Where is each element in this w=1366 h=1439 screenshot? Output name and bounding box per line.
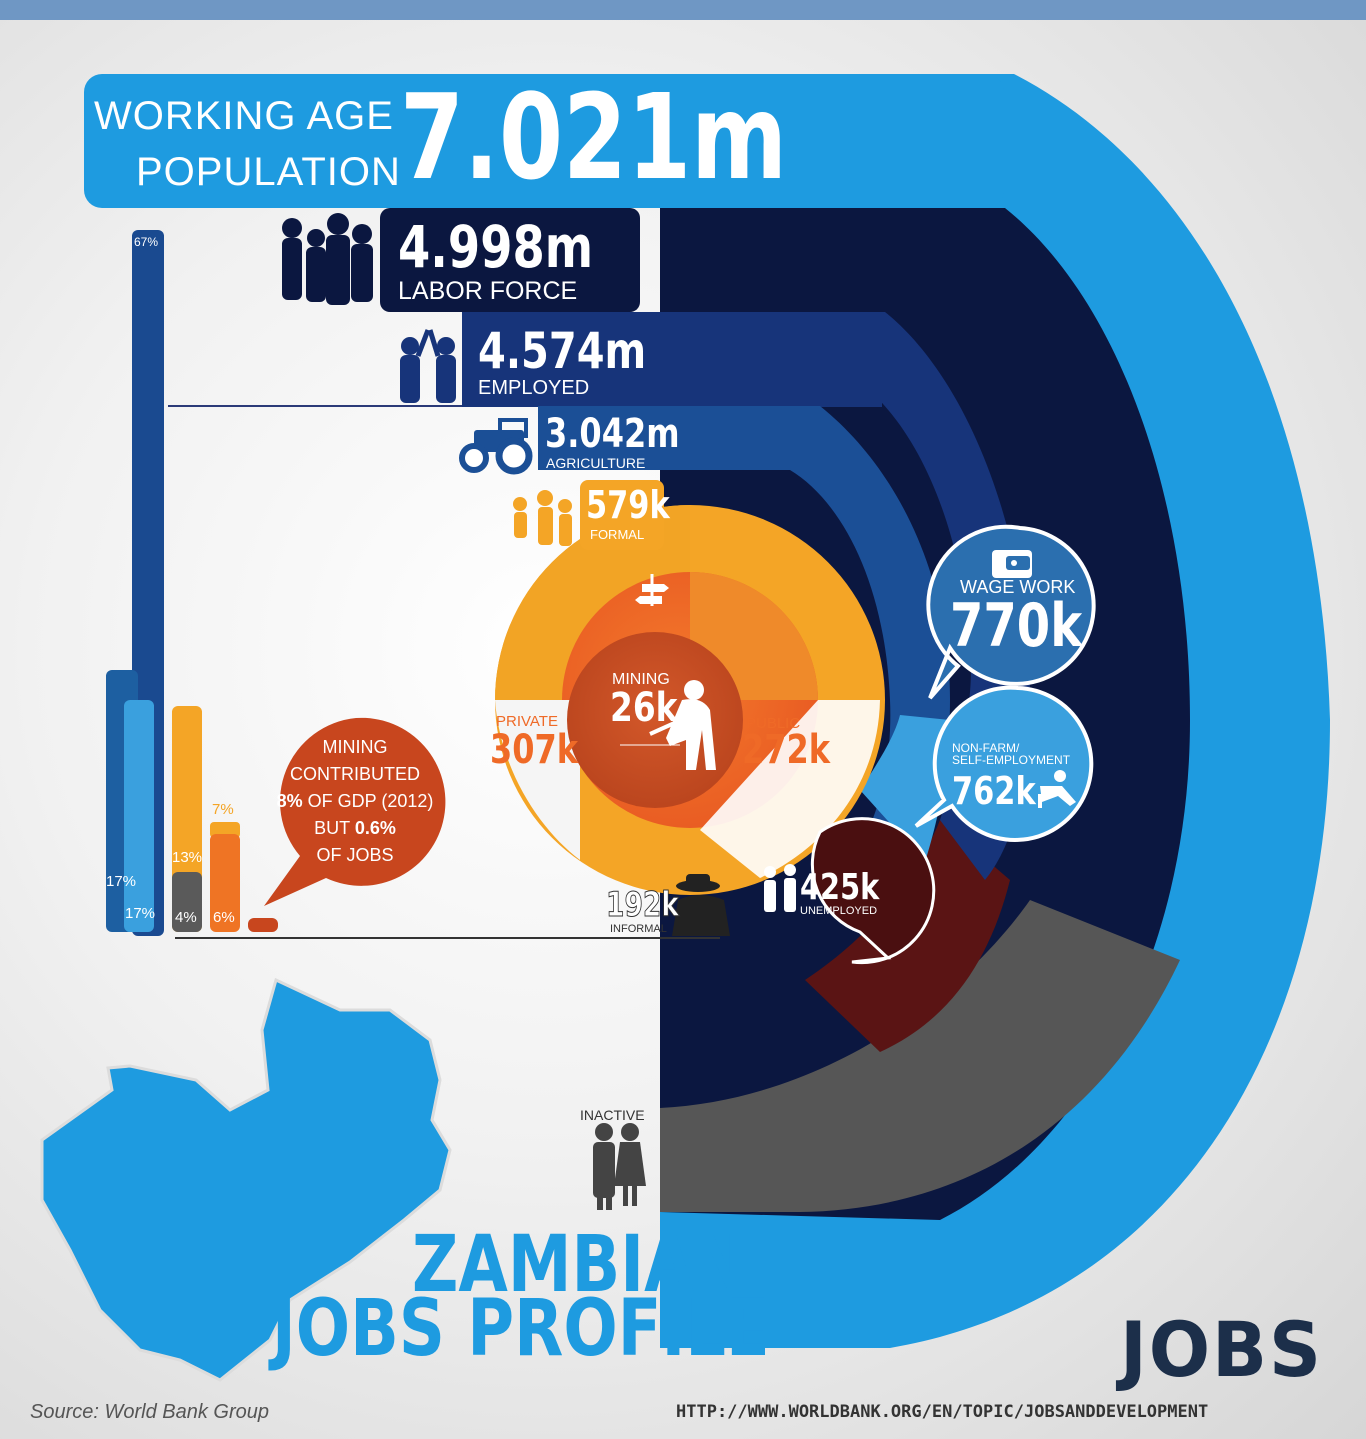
page-title-line-2: JOBS PROFILE xyxy=(272,1284,770,1374)
private-label: PRIVATE xyxy=(496,713,558,730)
employed-label: EMPLOYED xyxy=(478,377,590,399)
wallet-icon xyxy=(992,550,1032,578)
labor-force-box xyxy=(380,208,640,312)
inactive-ring xyxy=(660,900,1180,1212)
zambia-map-icon xyxy=(40,977,452,1382)
spy-icon xyxy=(672,874,730,936)
page-title-line-1: ZAMBIAN xyxy=(412,1220,748,1310)
informal-label: INFORMAL xyxy=(610,923,667,935)
agriculture-value: 3.042m xyxy=(545,411,680,457)
family-icon xyxy=(513,490,572,546)
wage-work-value: 770k xyxy=(950,591,1083,661)
public-value: 272k xyxy=(742,727,831,773)
working-age-box xyxy=(84,74,1004,208)
unemployed-bubble xyxy=(810,817,936,965)
high-five-icon xyxy=(400,329,456,403)
agriculture-ring xyxy=(538,406,950,840)
bar-17-dark-label: 17% xyxy=(106,873,137,890)
self-employment-value: 762k xyxy=(952,769,1036,813)
unemployed-pair-icon xyxy=(764,864,796,912)
bar-4-label: 4% xyxy=(175,909,197,926)
self-employment-label-1: NON-FARM/ xyxy=(952,741,1020,755)
working-age-label-1: WORKING AGE xyxy=(94,94,394,138)
miner-icon xyxy=(620,680,716,770)
working-age-value: 7.021m xyxy=(400,68,788,206)
bar-17-light xyxy=(124,700,154,932)
formal-value: 579k xyxy=(586,483,670,527)
source-url[interactable]: http://www.worldbank.org/en/topic/jobsan… xyxy=(676,1402,1209,1422)
formal-label: FORMAL xyxy=(590,527,645,542)
labor-force-label: LABOR FORCE xyxy=(398,277,578,305)
public-label: PUBLIC xyxy=(746,715,801,732)
mining-disk xyxy=(567,632,743,808)
people-group-icon xyxy=(282,213,373,305)
agriculture-label: AGRICULTURE xyxy=(546,455,646,471)
top-bar xyxy=(0,0,1366,20)
unemployed-value: 425k xyxy=(800,867,880,908)
bar-7-label: 7% xyxy=(212,801,234,818)
source-text: Source: World Bank Group xyxy=(30,1401,269,1423)
self-employment-label-2: SELF-EMPLOYMENT xyxy=(952,753,1071,767)
mining-note-bubble xyxy=(264,717,446,906)
mining-note: MINING CONTRIBUTED 8% OF GDP (2012) BUT … xyxy=(276,737,434,865)
bar-6 xyxy=(210,834,240,932)
couple-icon xyxy=(593,1123,646,1210)
bar-6-label: 6% xyxy=(213,909,235,926)
mining-label: MINING xyxy=(612,671,670,688)
relaxing-person-icon xyxy=(1038,770,1076,808)
labor-force-value: 4.998m xyxy=(398,213,594,281)
bar-0-6 xyxy=(248,918,278,932)
employed-value: 4.574m xyxy=(478,322,647,380)
jobs-logo: JOBS xyxy=(1120,1305,1323,1394)
bar-67-label: 67% xyxy=(134,235,159,249)
wage-work-bubble xyxy=(926,524,1096,700)
informal-value: 192k xyxy=(606,885,680,925)
bar-4 xyxy=(172,872,202,932)
unemployed-label: UNEMPLOYED xyxy=(800,905,878,917)
signpost-icon xyxy=(635,574,669,606)
mining-value: 26k xyxy=(610,685,678,731)
working-age-label-2: POPULATION xyxy=(136,150,401,194)
bar-13-label: 13% xyxy=(172,849,203,866)
wage-work-label: WAGE WORK xyxy=(960,577,1076,597)
inactive-label: INACTIVE xyxy=(580,1107,645,1123)
tractor-icon xyxy=(459,418,533,475)
private-value: 307k xyxy=(490,727,579,773)
self-employment-bubble xyxy=(914,685,1094,842)
bar-17-light-label: 17% xyxy=(125,905,156,922)
